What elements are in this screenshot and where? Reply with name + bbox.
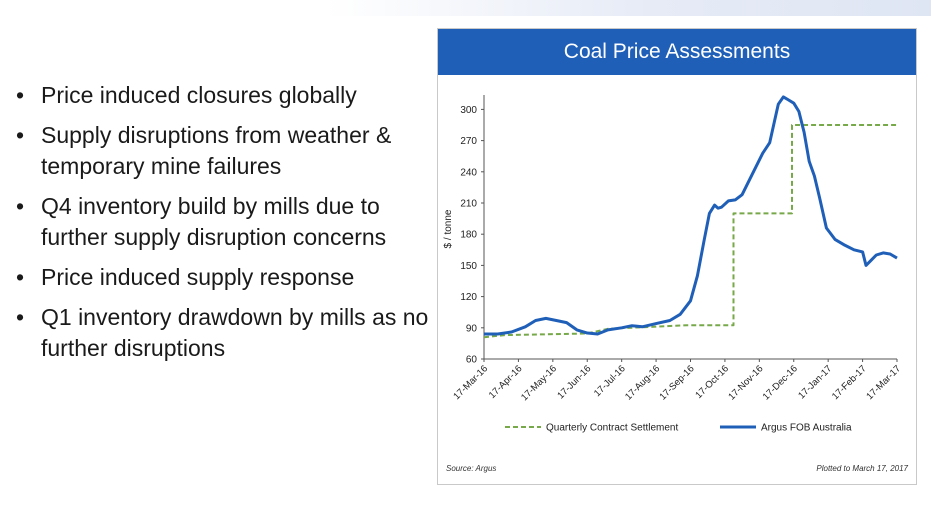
bullet-item: Price induced closures globally bbox=[14, 80, 434, 111]
bullet-item: Price induced supply response bbox=[14, 262, 434, 293]
x-tick-label: 17-May-16 bbox=[519, 363, 559, 403]
x-tick-label: 17-Oct-16 bbox=[693, 363, 731, 401]
x-tick-label: 17-Aug-16 bbox=[623, 363, 662, 402]
series-line-contract bbox=[483, 124, 897, 339]
chart-title: Coal Price Assessments bbox=[438, 29, 916, 75]
y-tick-label: 240 bbox=[460, 167, 477, 178]
bullet-item: Supply disruptions from weather & tempor… bbox=[14, 120, 434, 182]
line-chart: 60 90 120 150 180 210 240 270 300 $ / tonne 17-Mar… bbox=[443, 95, 903, 434]
legend-label-contract: Quarterly Contract Settlement bbox=[546, 423, 678, 434]
x-tick-label: 17-Feb-17 bbox=[830, 363, 869, 402]
x-tick-label: 17-Jun-16 bbox=[555, 363, 593, 401]
x-tick-label: 17-Jan-17 bbox=[796, 363, 834, 401]
chart-panel: Coal Price Assessments 60 90 120 150 180 210 2… bbox=[437, 28, 917, 485]
bullet-list: Price induced closures globally Supply d… bbox=[14, 80, 434, 373]
bullet-item: Q1 inventory drawdown by mills as no fur… bbox=[14, 302, 434, 364]
bullet-item: Q4 inventory build by mills due to furth… bbox=[14, 191, 434, 253]
x-tick-label: 17-Jul-16 bbox=[592, 363, 628, 399]
y-tick-label: 300 bbox=[460, 105, 477, 116]
y-tick-label: 120 bbox=[460, 292, 477, 303]
x-tick-label: 17-Dec-16 bbox=[761, 363, 800, 402]
series-line-argus bbox=[484, 95, 898, 336]
y-tick-label: 180 bbox=[460, 230, 477, 241]
x-tick-label: 17-Mar-17 bbox=[864, 363, 903, 402]
x-tick-label: 17-Nov-16 bbox=[726, 363, 765, 402]
chart-note: Plotted to March 17, 2017 bbox=[816, 464, 908, 473]
y-tick-label: 270 bbox=[460, 136, 477, 147]
legend-label-argus: Argus FOB Australia bbox=[761, 423, 852, 434]
y-tick-label: 90 bbox=[466, 323, 478, 334]
slide-top-band bbox=[0, 0, 931, 16]
y-tick-label: 60 bbox=[466, 355, 478, 366]
x-tick-label: 17-Sep-16 bbox=[657, 363, 696, 402]
y-tick-label: 150 bbox=[460, 261, 477, 272]
y-tick-label: 210 bbox=[460, 199, 477, 210]
x-tick-label: 17-Mar-16 bbox=[451, 363, 490, 402]
y-axis-label: $ / tonne bbox=[443, 209, 454, 248]
chart-source: Source: Argus bbox=[446, 464, 497, 473]
